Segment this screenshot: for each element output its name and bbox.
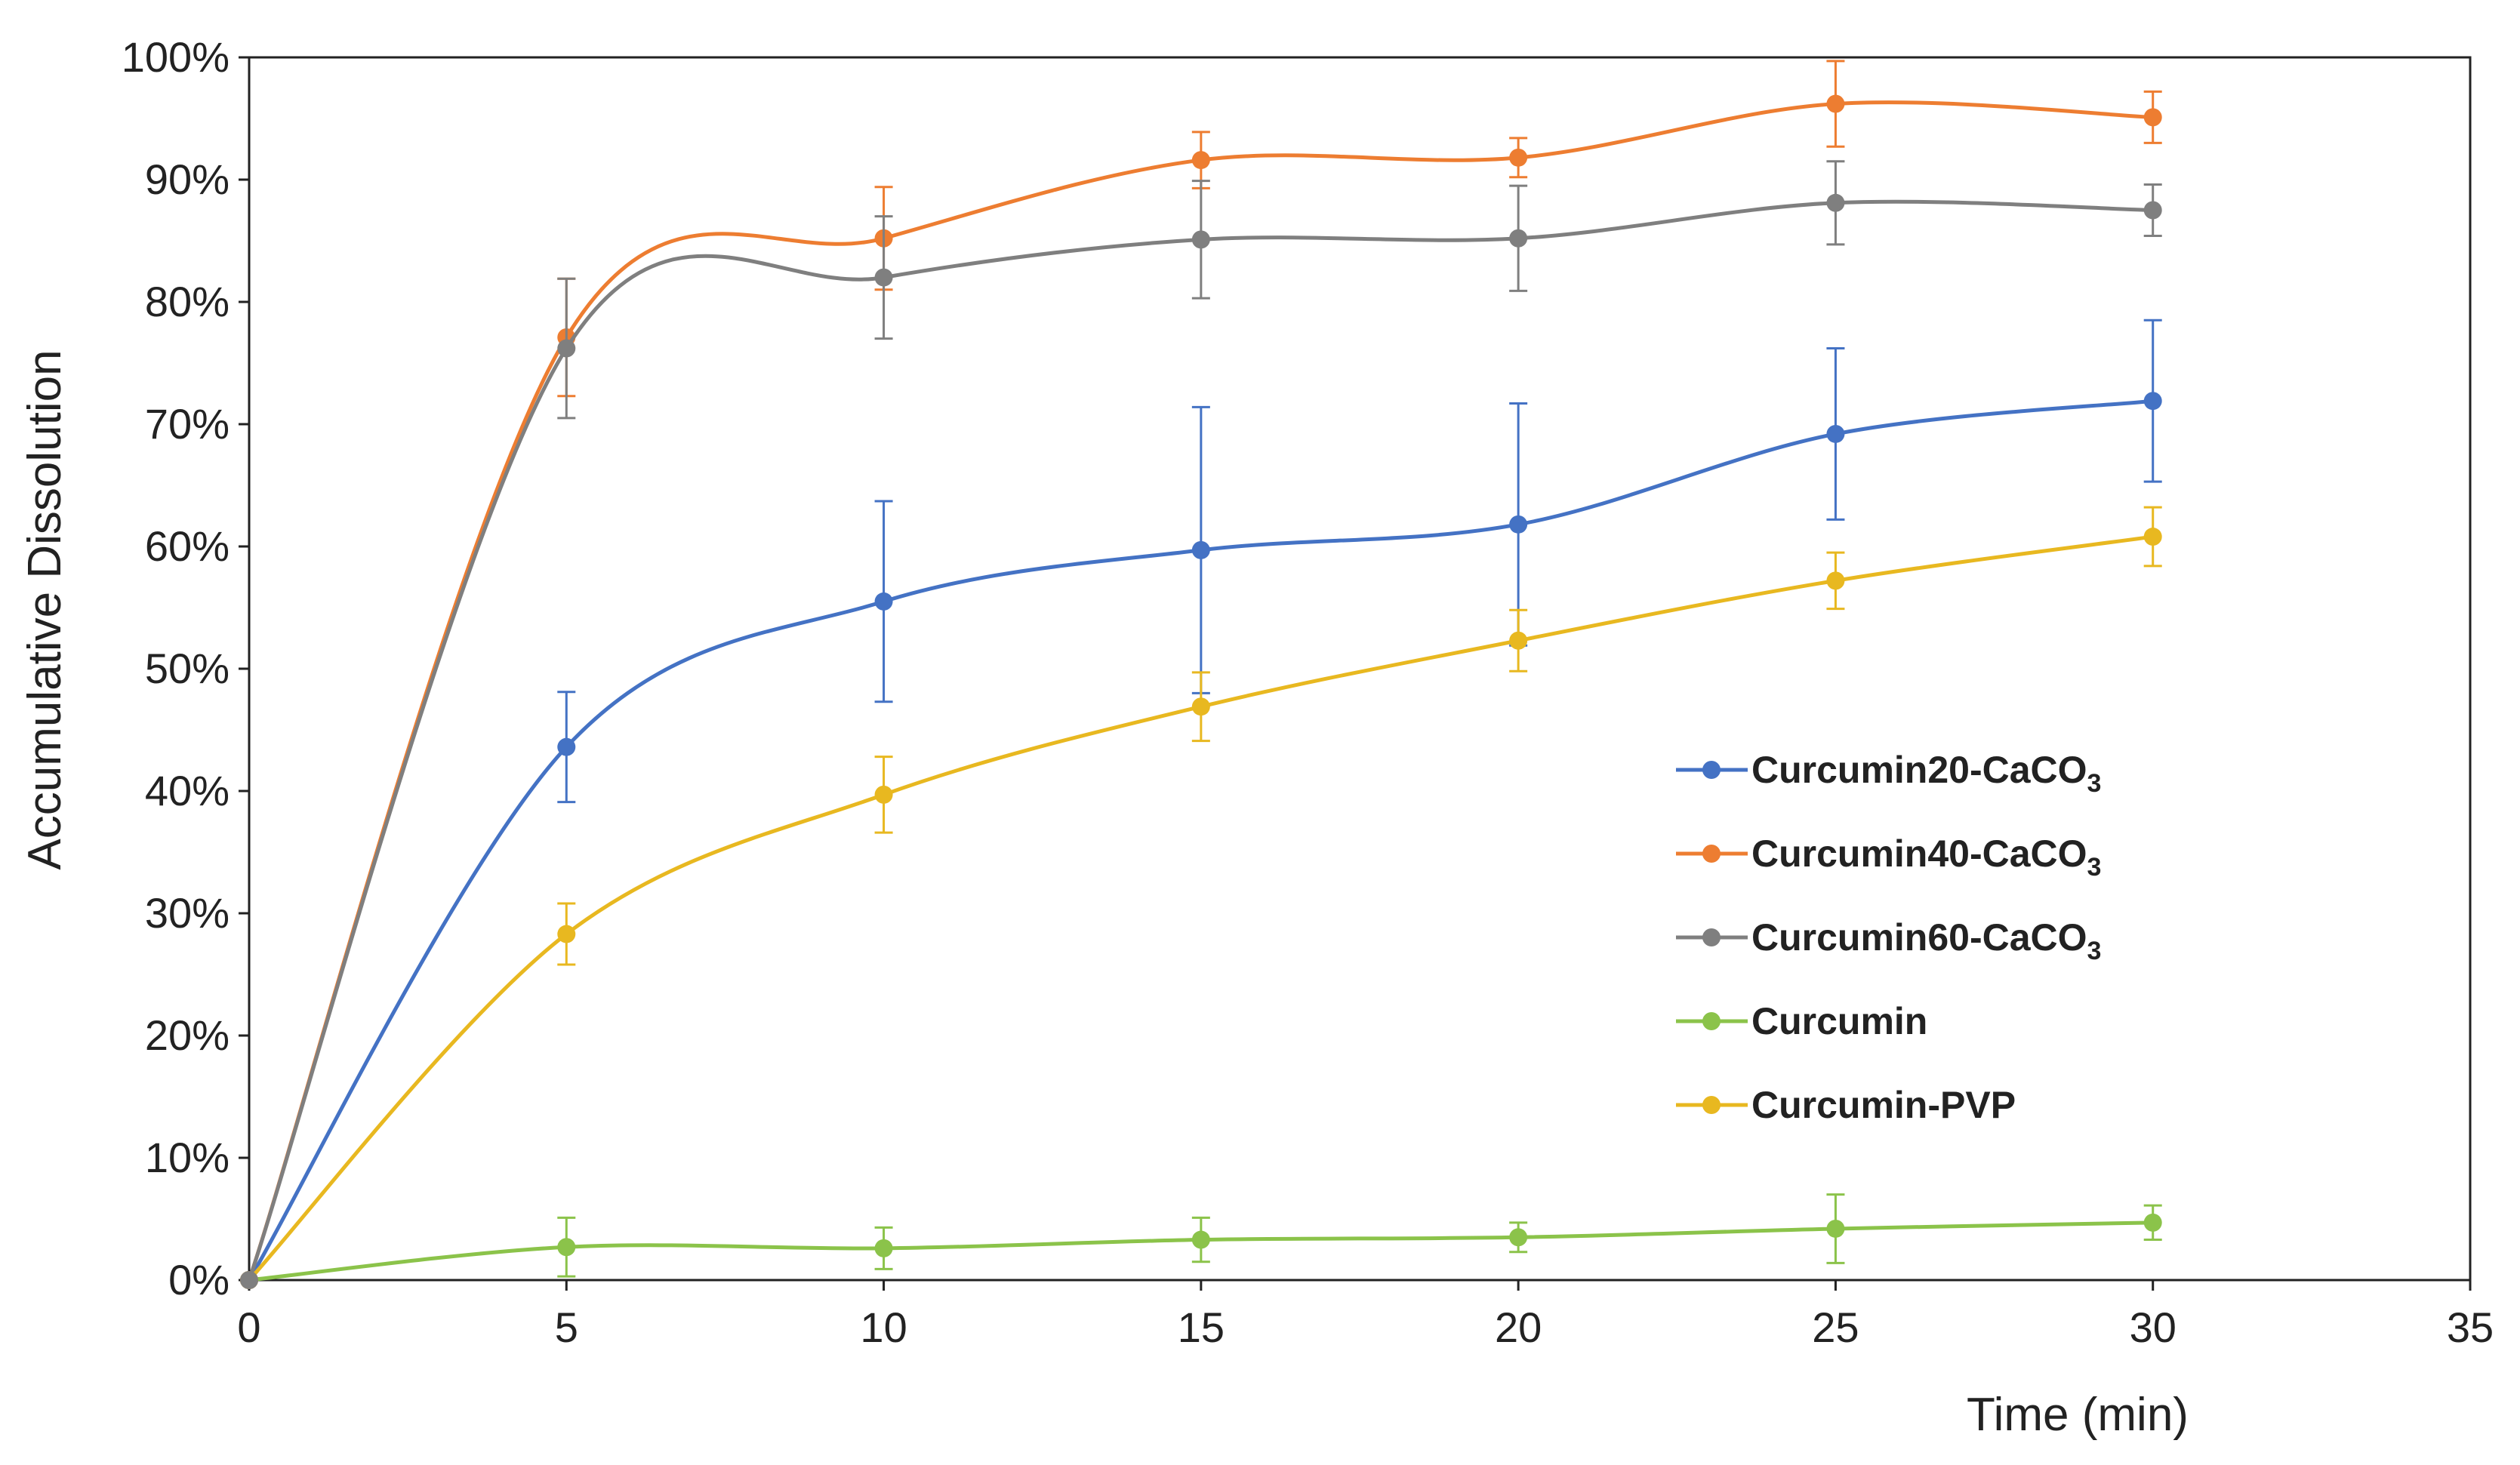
legend-label-subscript: 3 — [2087, 853, 2102, 882]
legend-label-subscript: 3 — [2087, 769, 2102, 798]
y-tick-label: 60% — [145, 522, 230, 570]
legend-label: Curcumin-PVP — [1751, 1084, 2016, 1126]
y-tick-label: 70% — [145, 400, 230, 448]
data-point — [557, 925, 576, 943]
axes — [248, 56, 2472, 1282]
x-tick-label: 35 — [2447, 1303, 2494, 1351]
x-tick-label: 15 — [1178, 1303, 1225, 1351]
data-point — [1826, 424, 1845, 443]
data-point — [1826, 1219, 1845, 1238]
legend-item[interactable]: Curcumin60-CaCO3 — [1676, 916, 2101, 965]
data-point — [1509, 1228, 1528, 1247]
plot-area-border — [248, 56, 2472, 1282]
data-point — [557, 1238, 576, 1257]
series-line — [247, 399, 2153, 1282]
data-point — [1191, 151, 1210, 170]
legend-label-subscript: 3 — [2087, 937, 2102, 965]
x-tick-label: 25 — [1812, 1303, 1859, 1351]
data-point — [240, 1271, 258, 1289]
legend-label: Curcumin — [1751, 1000, 1927, 1042]
data-point — [1826, 193, 1845, 212]
series-4 — [240, 1193, 2162, 1289]
legend-marker — [1702, 1096, 1721, 1114]
data-point — [874, 268, 893, 287]
legend-item[interactable]: Curcumin — [1676, 1000, 1927, 1042]
legend-item[interactable]: Curcumin-PVP — [1676, 1084, 2016, 1126]
series-1 — [240, 319, 2162, 1289]
legend-label-main: Curcumin20-CaCO — [1751, 749, 2087, 791]
series-5 — [240, 506, 2162, 1289]
legend-label: Curcumin40-CaCO3 — [1751, 833, 2101, 882]
y-tick-label: 0% — [168, 1256, 230, 1303]
x-axis-ticks: 0 5 10 15 20 25 30 35 — [237, 1280, 2494, 1351]
y-tick-label: 30% — [145, 889, 230, 937]
y-tick-label: 100% — [122, 33, 230, 81]
data-point — [1191, 230, 1210, 249]
data-point — [1509, 229, 1528, 248]
legend-label-main: Curcumin — [1751, 1000, 1927, 1042]
data-point — [2143, 528, 2162, 546]
data-point — [1509, 631, 1528, 650]
y-axis-title: Accumulative Dissolution — [19, 349, 71, 869]
x-tick-label: 0 — [237, 1303, 260, 1351]
data-point — [1191, 540, 1210, 559]
legend-label-main: Curcumin-PVP — [1751, 1084, 2016, 1126]
y-axis-ticks: 0% 10% 20% 30% 40% 50% 60% 70% 80% 90% 100% — [122, 33, 249, 1303]
x-tick-label: 10 — [860, 1303, 907, 1351]
legend-label-main: Curcumin40-CaCO — [1751, 833, 2087, 875]
y-tick-label: 80% — [145, 278, 230, 325]
data-point — [1509, 148, 1528, 167]
series-3 — [240, 160, 2162, 1289]
data-point — [1509, 515, 1528, 534]
y-tick-label: 50% — [145, 645, 230, 692]
legend-marker — [1702, 845, 1721, 863]
legend-item[interactable]: Curcumin20-CaCO3 — [1676, 749, 2101, 798]
series-line — [247, 199, 2153, 1281]
data-point — [2143, 1213, 2162, 1232]
x-axis-title: Time (min) — [1967, 1389, 2189, 1441]
x-tick-label: 20 — [1495, 1303, 1542, 1351]
legend-label: Curcumin20-CaCO3 — [1751, 749, 2101, 798]
data-point — [1826, 571, 1845, 590]
data-point — [874, 592, 893, 611]
data-point — [1826, 94, 1845, 113]
y-tick-label: 20% — [145, 1011, 230, 1059]
legend-item[interactable]: Curcumin40-CaCO3 — [1676, 833, 2101, 882]
legend-marker — [1702, 761, 1721, 779]
legend-label-main: Curcumin60-CaCO — [1751, 916, 2087, 959]
data-point — [2143, 108, 2162, 127]
y-tick-label: 90% — [145, 155, 230, 203]
x-tick-label: 30 — [2130, 1303, 2177, 1351]
data-point — [874, 785, 893, 804]
data-point — [1191, 1230, 1210, 1249]
series-line — [247, 100, 2153, 1281]
y-tick-label: 10% — [145, 1134, 230, 1181]
x-tick-label: 5 — [555, 1303, 578, 1351]
data-point — [557, 737, 576, 756]
series — [240, 60, 2162, 1289]
y-tick-label: 40% — [145, 767, 230, 814]
legend-marker — [1702, 928, 1721, 946]
legend-label: Curcumin60-CaCO3 — [1751, 916, 2101, 965]
data-point — [874, 1239, 893, 1257]
data-point — [557, 339, 576, 358]
legend-marker — [1702, 1012, 1721, 1030]
data-point — [2143, 201, 2162, 220]
data-point — [1191, 697, 1210, 716]
legend[interactable]: Curcumin20-CaCO3Curcumin40-CaCO3Curcumin… — [1676, 749, 2101, 1126]
data-point — [2143, 392, 2162, 411]
